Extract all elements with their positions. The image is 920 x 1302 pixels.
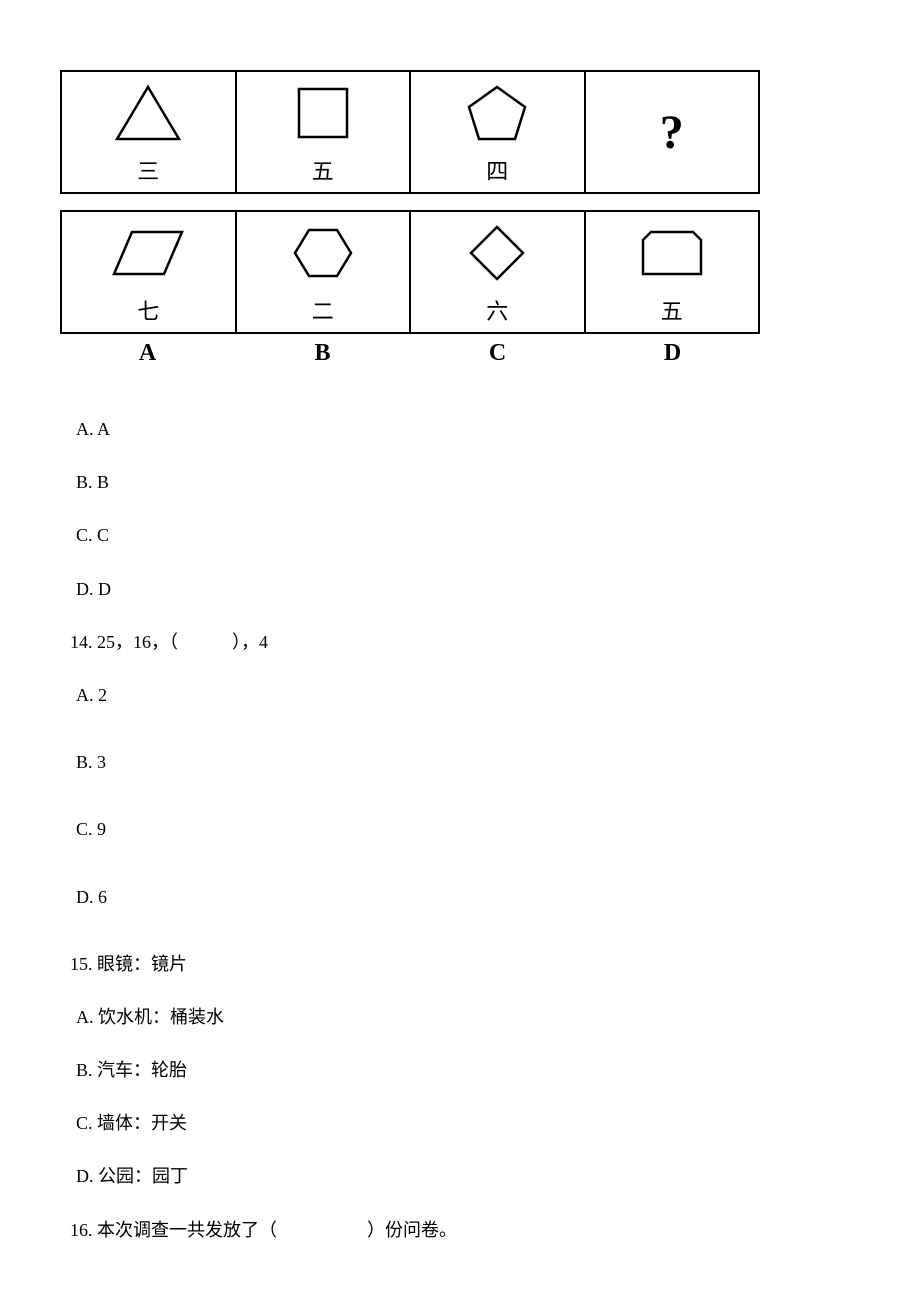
cell-diamond: 六 bbox=[411, 212, 586, 332]
cell-label: 三 bbox=[137, 154, 159, 186]
parallelogram-icon bbox=[110, 218, 186, 288]
cell-roundrect: 五 bbox=[586, 212, 759, 332]
answer-letter-row: A B C D bbox=[60, 340, 760, 367]
cell-label: 四 bbox=[486, 154, 508, 186]
triangle-icon bbox=[113, 78, 183, 148]
q15-option-c: C. 墙体：开关 bbox=[76, 1111, 920, 1136]
q15-option-d: D. 公园：园丁 bbox=[76, 1164, 920, 1189]
cell-pentagon: 四 bbox=[411, 72, 586, 192]
q13-option-d: D. D bbox=[76, 577, 920, 602]
q13-option-b: B. B bbox=[76, 470, 920, 495]
letter-b: B bbox=[235, 340, 410, 367]
q15-option-a: A. 饮水机：桶装水 bbox=[76, 1005, 920, 1030]
cell-triangle: 三 bbox=[62, 72, 237, 192]
hexagon-icon bbox=[291, 218, 355, 288]
cell-label: 五 bbox=[661, 294, 683, 326]
q14-option-d: D. 6 bbox=[76, 885, 920, 910]
letter-d: D bbox=[585, 340, 760, 367]
cell-label: 五 bbox=[312, 154, 334, 186]
question-content: A. A B. B C. C D. D 14. 25，16，（ ），4 A. 2… bbox=[70, 417, 920, 1243]
cell-label: 二 bbox=[312, 294, 334, 326]
cell-hexagon: 二 bbox=[237, 212, 412, 332]
figure-puzzle-diagram: 三 五 四 ? bbox=[60, 70, 760, 367]
q14-option-b: B. 3 bbox=[76, 750, 920, 775]
diagram-row-1: 三 五 四 ? bbox=[60, 70, 760, 194]
question-mark-icon: ? bbox=[660, 105, 684, 160]
cell-label: 七 bbox=[137, 294, 159, 326]
q16-stem: 16. 本次调查一共发放了（ ）份问卷。 bbox=[70, 1218, 920, 1243]
q14-option-c: C. 9 bbox=[76, 817, 920, 842]
cell-label: 六 bbox=[486, 294, 508, 326]
cell-square: 五 bbox=[237, 72, 412, 192]
square-icon bbox=[293, 78, 353, 148]
letter-c: C bbox=[410, 340, 585, 367]
q15-option-b: B. 汽车：轮胎 bbox=[76, 1058, 920, 1083]
pentagon-icon bbox=[465, 78, 529, 148]
q15-stem: 15. 眼镜：镜片 bbox=[70, 952, 920, 977]
q13-option-a: A. A bbox=[76, 417, 920, 442]
q14-stem: 14. 25，16，（ ），4 bbox=[70, 630, 920, 655]
diamond-icon bbox=[467, 218, 527, 288]
cut-corner-rect-icon bbox=[639, 218, 705, 288]
diagram-row-2: 七 二 六 五 bbox=[60, 210, 760, 334]
letter-a: A bbox=[60, 340, 235, 367]
cell-parallelogram: 七 bbox=[62, 212, 237, 332]
q13-option-c: C. C bbox=[76, 523, 920, 548]
q14-option-a: A. 2 bbox=[76, 683, 920, 708]
cell-question: ? bbox=[586, 72, 759, 192]
